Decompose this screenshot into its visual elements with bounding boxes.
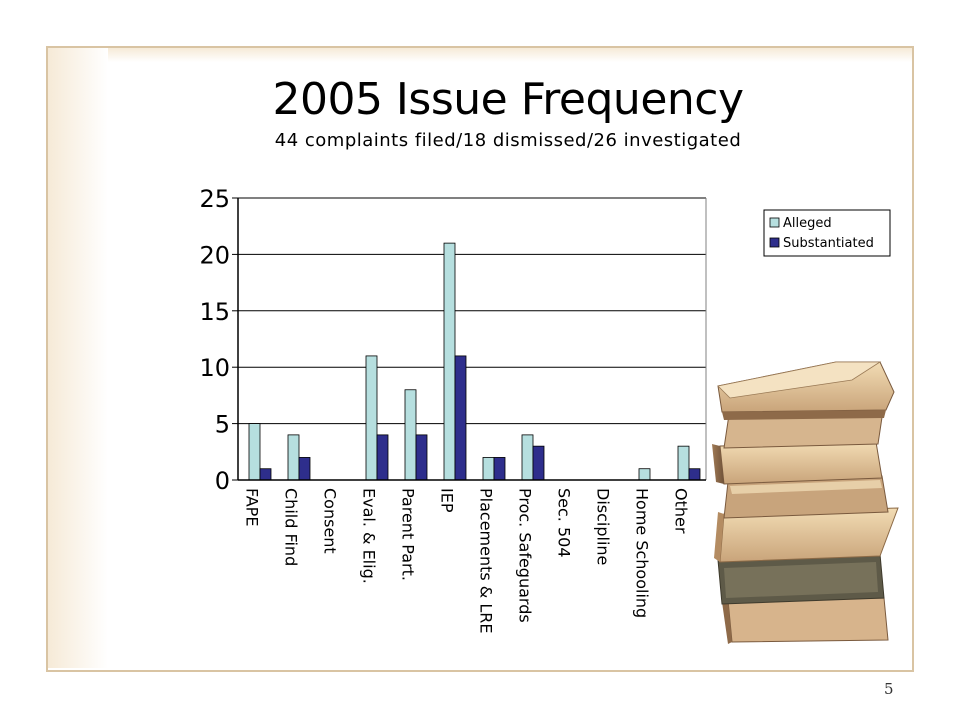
x-tick-label: Placements & LRE [477, 488, 496, 634]
frame-gradient-left [48, 48, 108, 668]
x-tick-label: Consent [321, 488, 340, 554]
y-tick-label: 25 [199, 185, 230, 213]
x-tick-label: Other [672, 488, 691, 534]
slide-subtitle: 44 complaints filed/18 dismissed/26 inve… [274, 130, 742, 151]
legend-box [763, 209, 891, 257]
frame-gradient-top [48, 48, 912, 62]
y-tick-label: 0 [215, 467, 230, 495]
y-tick-label: 15 [199, 298, 230, 326]
x-tick-label: Discipline [594, 488, 613, 565]
legend-label: Alleged [783, 216, 832, 231]
x-tick-label: Child Find [282, 488, 301, 566]
y-tick-label: 5 [215, 411, 230, 439]
x-tick-label: Parent Part. [399, 488, 418, 581]
x-tick-label: FAPE [243, 488, 262, 526]
legend-swatch [769, 217, 780, 228]
page-number: 5 [884, 680, 894, 698]
x-tick-label: Sec. 504 [555, 488, 574, 558]
slide-title: 2005 Issue Frequency [272, 74, 744, 125]
x-tick-label: Eval. & Elig. [360, 488, 379, 584]
legend: Alleged Substantiated [763, 209, 891, 257]
legend-label: Substantiated [783, 236, 874, 251]
y-tick-label: 10 [199, 354, 230, 382]
axes: 0 5 10 15 20 25 FAPE Child Find Consent Eval. & E… [199, 185, 706, 634]
grid-lines [238, 197, 707, 480]
x-tick-label: IEP [438, 488, 457, 513]
legend-swatch [769, 237, 780, 248]
y-tick-label: 20 [199, 241, 230, 269]
x-tick-label: Home Schooling [633, 488, 652, 618]
x-tick-label: Proc. Safeguards [516, 488, 535, 623]
